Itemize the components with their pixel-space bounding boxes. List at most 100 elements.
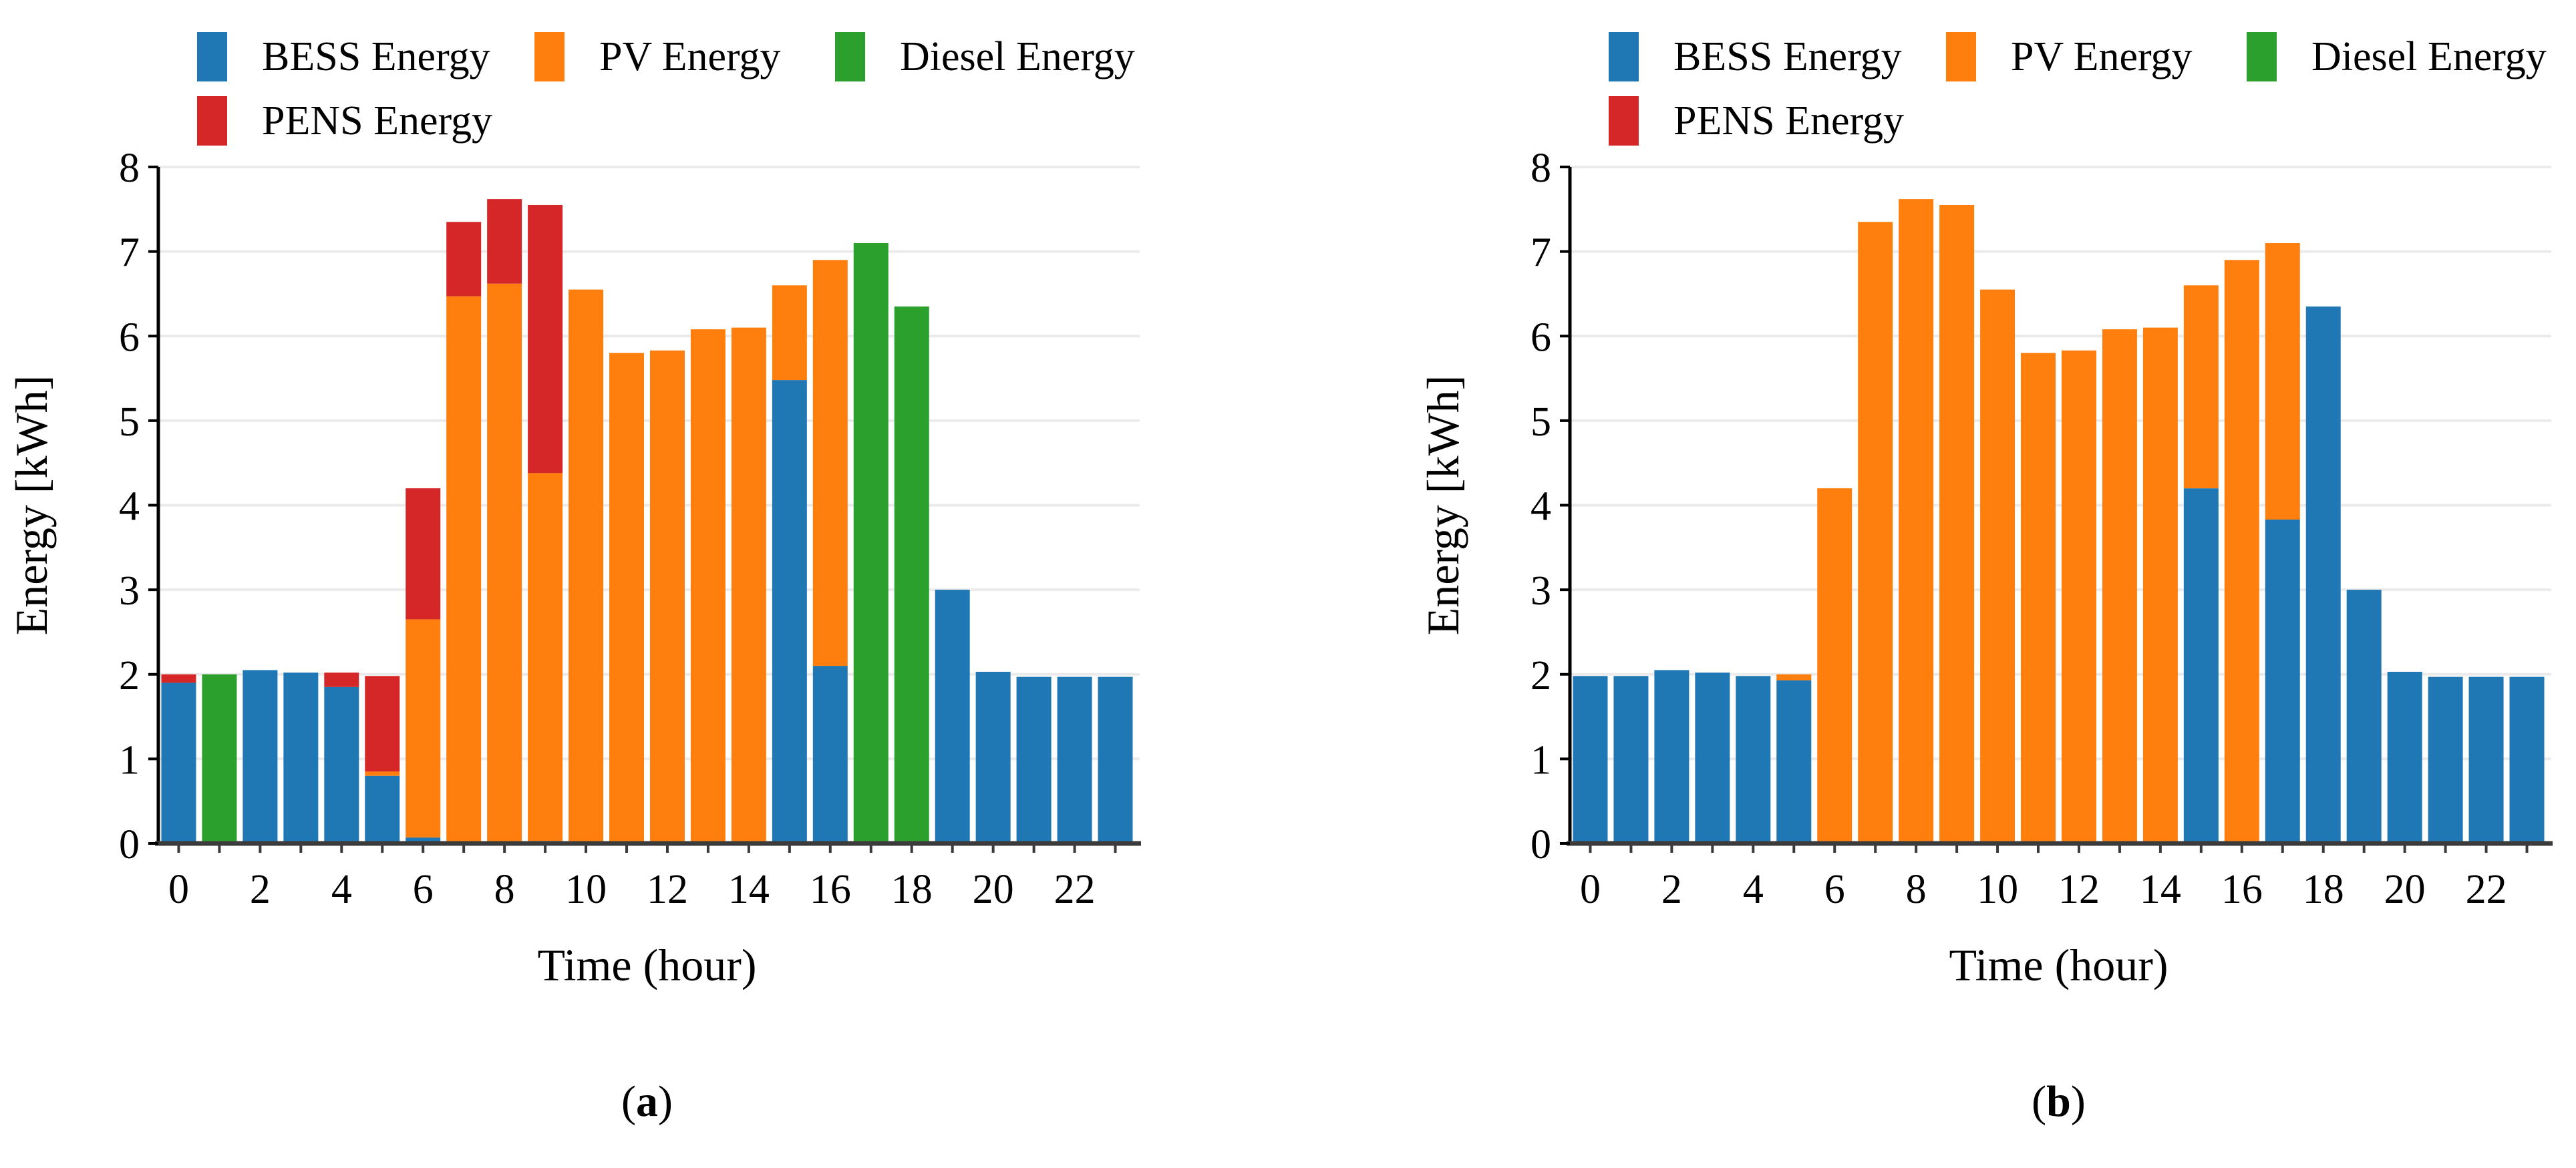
legend-label: BESS Energy	[262, 34, 490, 79]
y-tick-label: 6	[1531, 315, 1551, 360]
x-tick-label: 2	[250, 867, 271, 912]
bar-segment	[2468, 676, 2504, 843]
bar-segment	[324, 687, 359, 843]
bar-segment	[2428, 676, 2463, 843]
bar-segment	[1613, 676, 1649, 843]
legend-label: Diesel Energy	[2311, 34, 2547, 79]
bar-segment	[1736, 676, 1771, 843]
bar-segment	[528, 473, 563, 841]
x-tick-label: 20	[2384, 867, 2426, 912]
bar-segment	[1939, 204, 1975, 843]
bar-segment	[2265, 242, 2300, 520]
legend-swatch-icon	[534, 32, 565, 81]
caption-letter: a	[636, 1077, 658, 1126]
bar-segment	[569, 289, 604, 843]
legend-label: PV Energy	[2011, 34, 2193, 79]
x-tick-label: 22	[1054, 867, 1096, 912]
bar-segment	[2021, 353, 2056, 843]
legend-item: Diesel Energy	[835, 29, 1182, 84]
bar-segment	[365, 775, 400, 843]
legend-swatch-icon	[1609, 32, 1639, 81]
x-tick-label: 2	[1661, 867, 1682, 912]
bar-segment	[1858, 222, 1893, 843]
legend-item: Diesel Energy	[2247, 29, 2576, 84]
y-tick-label: 4	[1531, 484, 1551, 530]
bar-segment	[406, 488, 441, 620]
bar-segment	[2387, 671, 2422, 843]
bar-segment	[1573, 676, 1608, 843]
x-tick-label: 20	[973, 867, 1014, 912]
bar-segment	[731, 327, 766, 843]
legend-item: BESS Energy	[197, 29, 534, 84]
bar-segment	[365, 676, 400, 772]
y-tick-label: 2	[1531, 653, 1551, 699]
x-tick-label: 10	[1977, 867, 2018, 912]
bar-segment	[690, 329, 726, 843]
bar-segment	[609, 353, 645, 843]
bar-segment	[2061, 350, 2096, 843]
bar-segment	[528, 204, 563, 473]
bar-segment	[1980, 289, 2016, 843]
y-tick-label: 6	[119, 315, 140, 360]
bar-segment	[2346, 590, 2382, 843]
bar-segment	[446, 222, 482, 297]
caption-paren-open: (	[621, 1077, 636, 1126]
legend-swatch-icon	[1946, 32, 1976, 81]
bar-segment	[2265, 520, 2300, 843]
y-tick-label: 3	[1531, 568, 1551, 614]
legend-item: PENS Energy	[197, 93, 492, 148]
legend-swatch-icon	[835, 32, 865, 81]
x-tick-label: 0	[1580, 867, 1601, 912]
x-tick-label: 8	[1906, 867, 1927, 912]
chart-panel-a: BESS Energy PV Energy Diesel Energy PENS En…	[0, 0, 1164, 1168]
y-tick-label: 1	[119, 737, 140, 783]
bar-segment	[772, 285, 807, 381]
caption-paren-open: (	[2032, 1077, 2047, 1126]
x-tick-label: 4	[331, 867, 352, 912]
legend-label: PV Energy	[599, 34, 781, 79]
x-axis-title: Time (hour)	[1949, 940, 2168, 990]
bar-segment	[2305, 306, 2341, 843]
bar-segment	[1899, 199, 1934, 843]
x-tick-label: 14	[728, 867, 770, 912]
x-tick-label: 14	[2140, 867, 2181, 912]
y-tick-label: 5	[119, 399, 140, 445]
bar-segment	[446, 296, 482, 842]
legend-b: BESS Energy PV Energy Diesel Energy PENS En…	[1609, 29, 2576, 148]
x-tick-label: 6	[1824, 867, 1845, 912]
bar-segment	[161, 683, 196, 843]
x-tick-label: 12	[647, 867, 688, 912]
bar-segment	[2183, 285, 2219, 489]
bar-segment	[1817, 488, 1853, 843]
y-tick-label: 5	[1531, 399, 1551, 445]
bar-segment	[894, 306, 929, 843]
bar-segment	[853, 242, 889, 843]
legend-item: BESS Energy	[1609, 29, 1946, 84]
bar-segment	[2183, 488, 2219, 843]
legend-swatch-icon	[197, 32, 227, 81]
bar-segment	[1016, 676, 1052, 843]
y-tick-label: 7	[119, 230, 140, 276]
bar-segment	[202, 674, 237, 843]
x-tick-label: 18	[891, 867, 933, 912]
legend-item: PV Energy	[1946, 29, 2247, 84]
bar-segment	[649, 350, 685, 843]
bar-segment	[161, 674, 196, 683]
legend-label: BESS Energy	[1673, 34, 1902, 79]
x-axis-title: Time (hour)	[537, 940, 756, 990]
y-tick-label: 4	[119, 484, 140, 530]
bar-segment	[935, 590, 970, 843]
bar-segment	[487, 199, 522, 284]
legend-item: PENS Energy	[1609, 93, 1904, 148]
x-tick-label: 16	[810, 867, 851, 912]
bar-segment	[812, 666, 848, 843]
y-tick-label: 1	[1531, 737, 1551, 783]
legend-swatch-icon	[1609, 96, 1639, 146]
bar-segment	[1654, 670, 1689, 843]
y-tick-label: 8	[119, 146, 140, 191]
bar-segment	[1776, 674, 1812, 680]
legend-item: PV Energy	[534, 29, 835, 84]
legend-a: BESS Energy PV Energy Diesel Energy PENS En…	[197, 29, 1199, 148]
